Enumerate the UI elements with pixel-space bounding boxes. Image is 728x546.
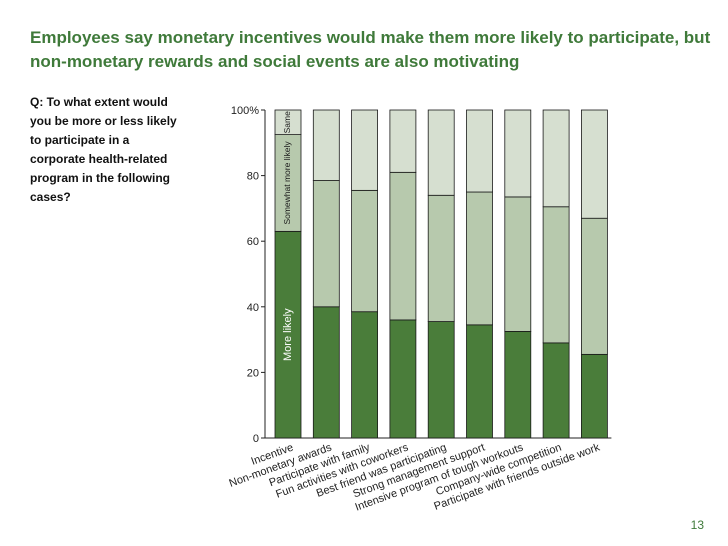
bar-segment xyxy=(581,353,608,439)
bar-segment xyxy=(542,109,570,208)
series-label: Same xyxy=(282,111,292,133)
chart-title: Employees say monetary incentives would … xyxy=(30,28,711,71)
series-label: Somewhat more likely xyxy=(282,141,292,225)
y-tick-label: 40 xyxy=(247,302,259,314)
y-tick-label: 100% xyxy=(231,105,259,117)
y-tick-label: 60 xyxy=(247,236,259,248)
bar-segment xyxy=(466,324,493,439)
bar-segment xyxy=(427,321,455,439)
bar-segment xyxy=(581,217,608,355)
bar-segment xyxy=(312,306,340,439)
bar-segment xyxy=(581,109,608,219)
bar-segment xyxy=(504,330,532,439)
survey-question: Q: To what extent would you be more or l… xyxy=(30,95,177,204)
bar-segment xyxy=(542,342,570,439)
bar-segment xyxy=(542,206,570,344)
bar-segment xyxy=(274,134,302,232)
bar-segment xyxy=(389,319,417,439)
bar-segment xyxy=(274,230,302,439)
bar-segment xyxy=(312,180,340,308)
bar-segment xyxy=(389,171,417,321)
page-number: 13 xyxy=(690,518,704,532)
bar-segment xyxy=(389,109,417,173)
bar-segment xyxy=(504,109,532,198)
bar-segment xyxy=(427,194,455,322)
bar-segment xyxy=(504,196,532,332)
bar-segment xyxy=(427,109,455,196)
bar-segment xyxy=(351,311,379,439)
bar-segment xyxy=(466,191,493,326)
bar-segment xyxy=(274,109,302,136)
series-label: More likely xyxy=(282,308,294,361)
y-tick-label: 0 xyxy=(253,433,259,445)
y-tick-label: 80 xyxy=(247,171,259,183)
bar-segment xyxy=(466,109,493,193)
bar-segment xyxy=(351,189,379,313)
bar-segment xyxy=(351,109,379,191)
y-tick-label: 20 xyxy=(247,367,259,379)
bar-segment xyxy=(312,109,340,181)
